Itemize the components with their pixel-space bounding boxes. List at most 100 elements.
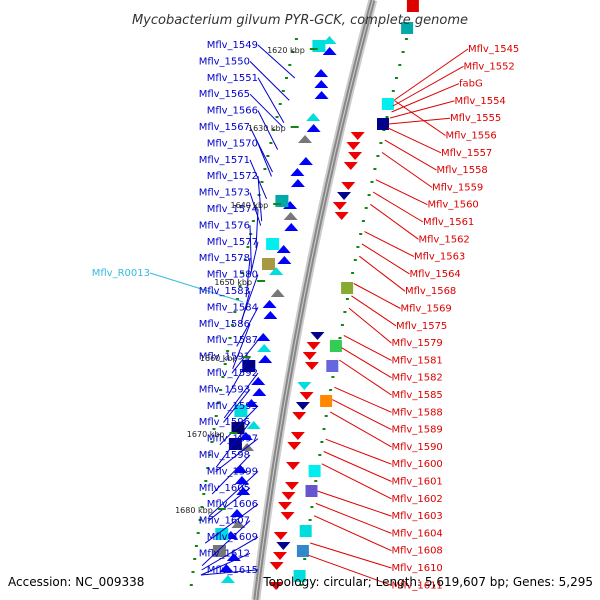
gene-label[interactable]: Mflv_1559 xyxy=(432,182,483,193)
gene-label[interactable]: Mflv_1585 xyxy=(392,390,443,401)
gene-label[interactable]: Mflv_1555 xyxy=(450,113,501,124)
gene-label[interactable]: Mflv_1568 xyxy=(405,286,456,297)
gene-label[interactable]: Mflv_1602 xyxy=(392,494,443,505)
gene-label[interactable]: Mflv_1607 xyxy=(199,516,250,527)
gene-label[interactable]: Mflv_1545 xyxy=(468,44,519,55)
gene-label[interactable]: Mflv_1595 xyxy=(207,401,258,412)
gene-label[interactable]: Mflv_1565 xyxy=(199,89,250,100)
leader-line xyxy=(227,356,251,396)
reverse-feature-block xyxy=(377,118,389,130)
gene-label[interactable]: Mflv_1561 xyxy=(423,217,474,228)
gene-label[interactable]: Mflv_1573 xyxy=(199,188,250,199)
tick-mark xyxy=(191,571,195,573)
gene-label[interactable]: Mflv_1591 xyxy=(199,352,250,363)
gene-label[interactable]: Mflv_1581 xyxy=(392,355,443,366)
forward-feature xyxy=(251,377,266,385)
backbone-highlight xyxy=(255,0,374,600)
tick-mark xyxy=(254,207,258,209)
forward-feature xyxy=(284,223,299,231)
gene-label[interactable]: Mflv_1579 xyxy=(392,338,443,349)
tick-mark xyxy=(226,350,230,352)
gene-label[interactable]: Mflv_1558 xyxy=(437,165,488,176)
tick-mark xyxy=(331,376,335,378)
gene-label[interactable]: Mflv_1552 xyxy=(464,61,515,72)
gene-label[interactable]: Mflv_1612 xyxy=(199,548,250,559)
reverse-feature xyxy=(281,492,296,500)
gene-label[interactable]: Mflv_1587 xyxy=(207,335,258,346)
gene-label-layer[interactable]: Mflv_1549 Mflv_1550 Mflv_1551 Mflv_1565 Mflv… xyxy=(92,40,520,591)
gene-label[interactable]: Mflv_1611 xyxy=(392,580,443,591)
gene-label[interactable]: Mflv_1554 xyxy=(455,96,506,107)
gene-label[interactable]: Mflv_1574 xyxy=(207,204,258,215)
leader-line xyxy=(200,552,251,576)
gene-label[interactable]: Mflv_1589 xyxy=(392,425,443,436)
gene-label[interactable]: Mflv_1564 xyxy=(410,269,461,280)
gene-label[interactable]: Mflv_1588 xyxy=(392,407,443,418)
leader-line xyxy=(332,399,392,431)
tick-mark xyxy=(351,272,355,274)
reverse-feature-block xyxy=(401,22,414,34)
reverse-feature xyxy=(306,342,321,350)
gene-label[interactable]: Mflv_1609 xyxy=(207,532,258,543)
gene-label[interactable]: Mflv_1598 xyxy=(199,450,250,461)
backbone-layer xyxy=(251,0,378,600)
tick-mark xyxy=(376,155,380,157)
leader-line xyxy=(250,241,259,275)
reverse-feature xyxy=(287,442,302,450)
leader-line xyxy=(370,203,419,240)
forward-feature-block xyxy=(242,360,256,372)
gene-label[interactable]: Mflv_1557 xyxy=(441,148,492,159)
gene-label[interactable]: Mflv_1605 xyxy=(199,483,250,494)
gene-label[interactable]: Mflv_1596 xyxy=(199,417,250,428)
gene-label[interactable]: fabG xyxy=(459,79,483,90)
gene-label[interactable]: Mflv_1570 xyxy=(207,138,258,149)
gene-label[interactable]: Mflv_1576 xyxy=(199,220,250,231)
gene-label[interactable]: Mflv_1577 xyxy=(207,237,258,248)
gene-label[interactable]: Mflv_1601 xyxy=(392,477,443,488)
gene-label[interactable]: Mflv_1593 xyxy=(199,384,250,395)
gene-label[interactable]: Mflv_1599 xyxy=(207,466,258,477)
gene-label[interactable]: Mflv_1562 xyxy=(419,234,470,245)
tick-mark xyxy=(373,168,377,170)
coordinate-tick xyxy=(242,356,251,358)
leader-line xyxy=(389,100,455,119)
leader-line xyxy=(201,536,259,571)
gene-label[interactable]: Mflv_1566 xyxy=(207,106,258,117)
gene-label[interactable]: Mflv_1583 xyxy=(199,286,250,297)
gene-label[interactable]: Mflv_1590 xyxy=(392,442,443,453)
gene-label[interactable]: Mflv_1610 xyxy=(392,563,443,574)
gene-label[interactable]: Mflv_1592 xyxy=(207,368,258,379)
leader-line xyxy=(223,372,259,419)
gene-label[interactable]: Mflv_1551 xyxy=(207,73,258,84)
gene-label[interactable]: Mflv_1549 xyxy=(207,40,258,51)
reverse-feature xyxy=(332,202,347,210)
leader-line xyxy=(257,176,263,222)
tick-mark xyxy=(221,376,225,378)
gene-label[interactable]: Mflv_1571 xyxy=(199,155,250,166)
leader-line xyxy=(257,44,296,79)
gene-label[interactable]: Mflv_1578 xyxy=(199,253,250,264)
gene-label[interactable]: Mflv_1563 xyxy=(414,252,465,263)
gene-label[interactable]: Mflv_1582 xyxy=(392,373,443,384)
gene-label[interactable]: Mflv_1604 xyxy=(392,528,443,539)
gene-label[interactable]: Mflv_1600 xyxy=(392,459,443,470)
gene-label[interactable]: Mflv_1603 xyxy=(392,511,443,522)
gene-label[interactable]: Mflv_1597 xyxy=(207,434,258,445)
tick-mark xyxy=(198,519,202,521)
gene-label[interactable]: Mflv_1606 xyxy=(207,499,258,510)
gene-label[interactable]: Mflv_1584 xyxy=(207,302,258,313)
gene-label[interactable]: Mflv_1608 xyxy=(392,546,443,557)
gene-label[interactable]: Mflv_1560 xyxy=(428,200,479,211)
gene-label[interactable]: Mflv_1586 xyxy=(199,319,250,330)
gene-label[interactable]: Mflv_1580 xyxy=(207,270,258,281)
gene-label[interactable]: Mflv_1567 xyxy=(199,122,250,133)
gene-label[interactable]: Mflv_R0013 xyxy=(92,268,150,279)
leader-line xyxy=(257,110,279,150)
gene-label[interactable]: Mflv_1572 xyxy=(207,171,258,182)
gene-label[interactable]: Mflv_1550 xyxy=(199,56,250,67)
gene-label[interactable]: Mflv_1569 xyxy=(401,304,452,315)
gene-label[interactable]: Mflv_1556 xyxy=(446,131,497,142)
gene-label[interactable]: Mflv_1575 xyxy=(396,321,447,332)
tick-mark xyxy=(356,246,360,248)
gene-label[interactable]: Mflv_1615 xyxy=(207,565,258,576)
